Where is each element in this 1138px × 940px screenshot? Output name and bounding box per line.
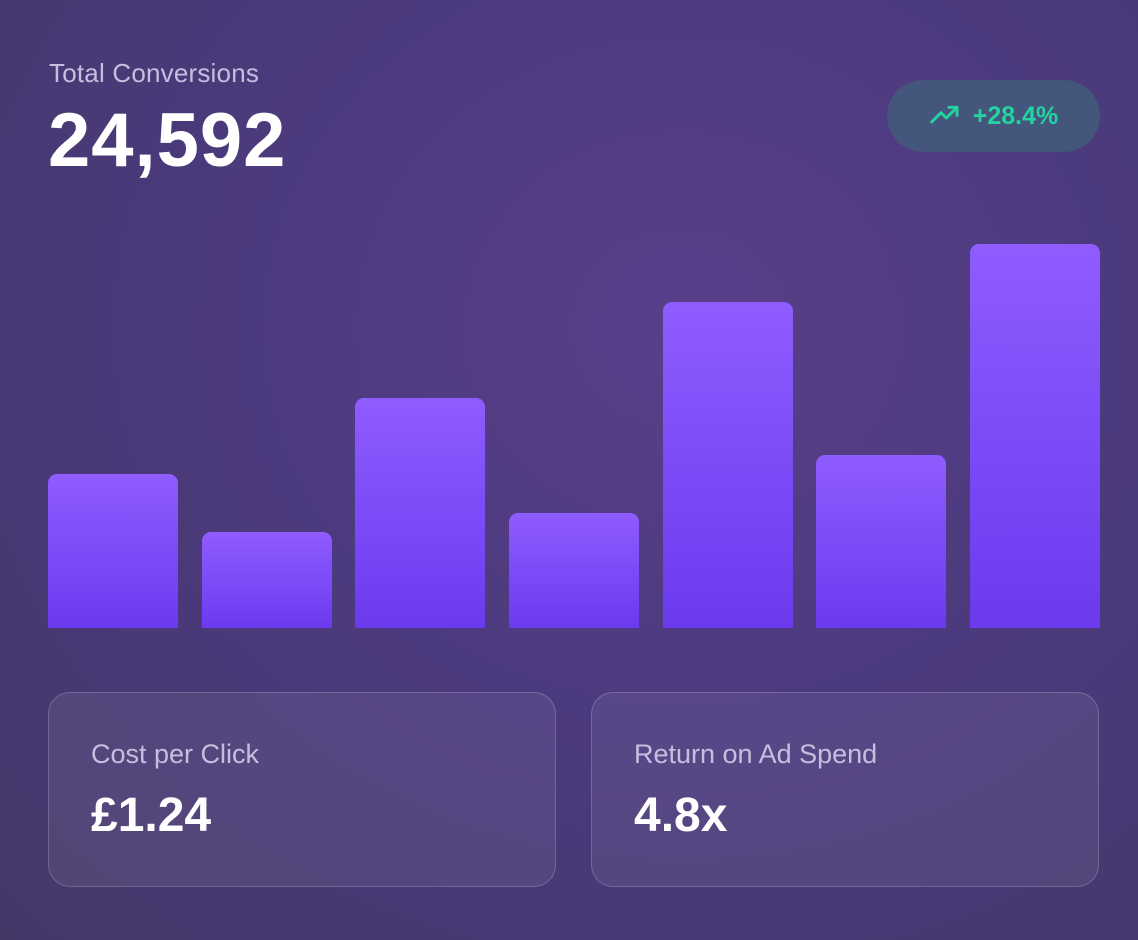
card-title: Total Conversions	[49, 58, 260, 88]
trending-up-icon	[929, 98, 961, 135]
return-on-ad-spend-card: Return on Ad Spend 4.8x	[591, 692, 1099, 887]
chart-bar	[201, 532, 332, 628]
metric-value: £1.24	[91, 789, 212, 842]
chart-bar	[816, 455, 947, 628]
metric-label: Cost per Click	[91, 739, 260, 769]
chart-bar	[355, 398, 486, 628]
chart-bar	[48, 474, 178, 628]
metric-value: 4.8x	[634, 789, 728, 842]
growth-percentage: +28.4%	[972, 101, 1059, 130]
metric-label: Return on Ad Spend	[634, 739, 878, 769]
conversions-bar-chart	[48, 200, 1100, 628]
chart-bar	[662, 302, 793, 628]
growth-badge: +28.4%	[887, 80, 1100, 152]
total-conversions-value: 24,592	[48, 98, 287, 183]
chart-bar	[509, 513, 639, 628]
chart-bar	[970, 244, 1100, 628]
cost-per-click-card: Cost per Click £1.24	[48, 692, 556, 887]
